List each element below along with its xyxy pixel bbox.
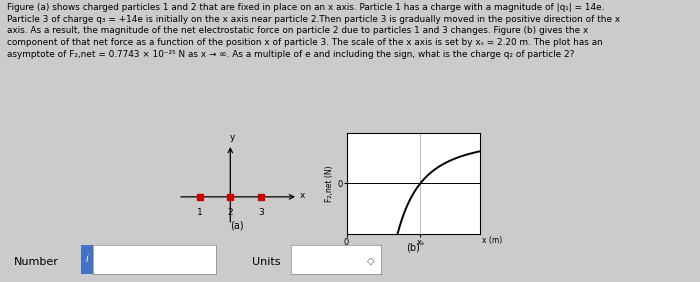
Text: Units: Units [252, 257, 281, 267]
Text: x: x [300, 191, 304, 200]
Text: Number: Number [14, 257, 59, 267]
Text: y: y [230, 133, 235, 142]
Text: (a): (a) [230, 221, 244, 231]
Text: ◇: ◇ [367, 256, 374, 266]
Text: Figure (a) shows charged particles 1 and 2 that are fixed in place on an x axis.: Figure (a) shows charged particles 1 and… [7, 3, 620, 59]
Text: i: i [85, 254, 88, 265]
Text: (b): (b) [406, 242, 420, 252]
Text: x (m): x (m) [482, 236, 503, 245]
Text: 1: 1 [197, 208, 202, 217]
Y-axis label: F₂,net (N): F₂,net (N) [326, 165, 335, 202]
Text: 2: 2 [228, 208, 233, 217]
Text: 3: 3 [258, 208, 264, 217]
